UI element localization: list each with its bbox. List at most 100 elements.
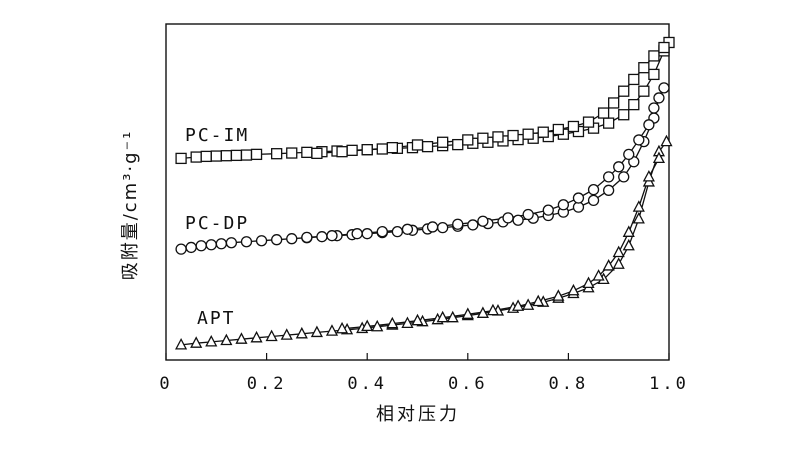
- data-point-apt: [660, 134, 673, 147]
- data-point-pc-im: [271, 148, 283, 160]
- x-tick-label: 0.4: [347, 374, 387, 394]
- data-point-pc-dp: [653, 92, 665, 104]
- data-point-apt: [652, 151, 666, 164]
- data-point-pc-im: [361, 144, 373, 156]
- data-point-apt: [386, 316, 399, 329]
- data-point-pc-im: [230, 149, 243, 162]
- data-point-pc-dp: [351, 228, 363, 240]
- data-point-apt: [325, 324, 339, 336]
- data-point-apt: [280, 328, 293, 340]
- data-point-pc-dp: [602, 171, 615, 183]
- data-point-pc-im: [210, 150, 222, 162]
- data-point-apt: [436, 310, 449, 323]
- data-point-pc-dp: [376, 225, 388, 238]
- data-point-apt: [205, 334, 218, 347]
- data-point-apt: [622, 225, 635, 237]
- data-point-pc-dp: [557, 199, 570, 211]
- data-point-pc-dp: [185, 241, 197, 254]
- data-point-pc-im: [336, 146, 348, 158]
- data-point-apt: [361, 319, 374, 332]
- data-point-pc-im: [537, 126, 549, 138]
- data-point-apt: [265, 329, 278, 342]
- x-tick-marks: [165, 353, 670, 360]
- data-point-pc-im: [658, 41, 670, 54]
- data-point-pc-im: [618, 85, 630, 97]
- data-point-apt: [295, 326, 308, 339]
- data-point-apt: [220, 333, 233, 346]
- data-point-apt: [592, 269, 605, 281]
- series-line-apt-desorption: [341, 158, 660, 330]
- data-point-apt: [235, 332, 248, 344]
- data-point-pc-im: [462, 134, 474, 146]
- x-tick-label: 0: [159, 374, 172, 394]
- data-point-apt: [310, 325, 323, 338]
- data-point-apt: [582, 276, 595, 289]
- data-point-apt: [461, 307, 474, 319]
- data-point-pc-dp: [502, 212, 514, 224]
- data-point-apt: [612, 257, 625, 269]
- data-point-pc-im: [582, 116, 595, 128]
- data-point-pc-dp: [623, 148, 635, 161]
- data-point-pc-dp: [648, 102, 660, 114]
- data-point-apt: [622, 238, 635, 251]
- y-axis-title: 吸附量/cm³·g⁻¹: [120, 130, 141, 281]
- data-point-pc-im: [648, 50, 660, 62]
- data-point-pc-im: [477, 132, 489, 144]
- data-point-pc-dp: [452, 218, 464, 230]
- data-point-pc-dp: [426, 221, 439, 233]
- series-markers: [175, 36, 675, 350]
- x-tick-label: 1.0: [649, 374, 689, 394]
- data-point-apt: [371, 319, 384, 332]
- data-point-pc-dp: [271, 234, 283, 246]
- data-point-pc-im: [602, 117, 615, 129]
- data-point-apt: [250, 330, 263, 343]
- data-point-pc-im: [628, 98, 640, 111]
- data-point-pc-dp: [477, 215, 489, 227]
- data-point-pc-im: [311, 147, 323, 160]
- x-axis-title: 相对压力: [376, 404, 460, 425]
- data-point-apt: [190, 336, 203, 348]
- data-point-pc-im: [346, 144, 358, 156]
- data-point-pc-dp: [316, 231, 328, 243]
- data-point-pc-im: [386, 141, 399, 154]
- data-point-pc-dp: [255, 235, 268, 247]
- data-point-pc-im: [522, 128, 534, 140]
- data-point-pc-dp: [542, 204, 554, 216]
- data-point-pc-dp: [215, 238, 227, 250]
- data-point-pc-dp: [195, 240, 207, 252]
- data-point-pc-im: [301, 146, 313, 159]
- data-point-pc-im: [608, 97, 620, 109]
- data-point-pc-im: [628, 73, 640, 86]
- data-point-apt: [532, 294, 545, 307]
- data-point-apt: [602, 259, 615, 271]
- data-point-pc-im: [200, 150, 212, 163]
- x-tick-label: 0.6: [448, 374, 488, 394]
- data-point-pc-dp: [205, 239, 217, 251]
- x-tick-label: 0.2: [247, 374, 287, 394]
- data-point-pc-dp: [658, 82, 670, 94]
- data-point-pc-dp: [602, 184, 615, 196]
- data-point-pc-im: [175, 152, 187, 165]
- data-point-apt: [552, 289, 565, 301]
- data-point-pc-im: [421, 140, 434, 153]
- data-point-pc-dp: [391, 225, 404, 238]
- data-point-apt: [446, 310, 459, 323]
- data-point-pc-dp: [587, 183, 600, 196]
- data-point-pc-im: [638, 62, 650, 74]
- data-point-pc-im: [250, 148, 263, 161]
- data-point-pc-dp: [361, 228, 373, 240]
- data-point-apt: [175, 337, 188, 350]
- data-point-pc-im: [190, 151, 202, 163]
- data-point-pc-dp: [326, 230, 338, 242]
- data-point-apt: [522, 298, 535, 310]
- series-line-apt-adsorption: [181, 141, 668, 346]
- data-point-pc-im: [452, 138, 464, 151]
- data-point-pc-dp: [613, 161, 625, 173]
- series-label-apt: APT: [197, 308, 236, 329]
- data-point-pc-dp: [572, 192, 585, 204]
- data-point-pc-im: [436, 136, 449, 148]
- data-point-pc-dp: [401, 223, 414, 235]
- data-point-apt: [486, 303, 500, 316]
- series-line-pc-dp-adsorption: [180, 87, 665, 250]
